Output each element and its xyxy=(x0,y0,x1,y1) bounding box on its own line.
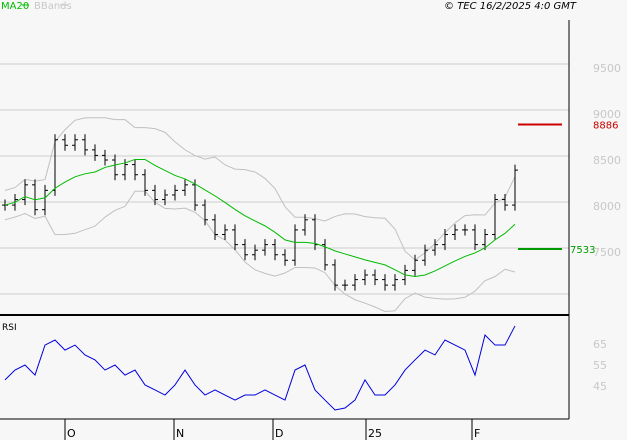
bband-upper xyxy=(4,117,516,261)
y-tick-label: 9500 xyxy=(593,62,621,75)
rsi-tick-label: 55 xyxy=(593,359,607,372)
legend-ma20: MA20 xyxy=(1,1,29,12)
y-tick-label: 7500 xyxy=(593,246,621,259)
y-tick-label: 8000 xyxy=(593,200,621,213)
y-tick-label: 9000 xyxy=(593,108,621,121)
resistance-label: 8886 xyxy=(593,120,618,131)
y-axis-ticks: 9500 9000 8500 8000 7500 65 55 45 xyxy=(593,62,621,393)
levels: 8886 7533 xyxy=(518,120,618,256)
x-tick-label: F xyxy=(474,427,480,440)
price-bars xyxy=(2,134,518,291)
rsi-title: RSI xyxy=(2,323,17,333)
legend-bbands: BBands xyxy=(34,1,72,12)
x-tick-label: D xyxy=(275,427,283,440)
x-axis-ticks: O N D 25 F xyxy=(64,419,480,440)
rsi-tick-label: 65 xyxy=(593,338,607,351)
x-tick-label: 25 xyxy=(368,427,382,440)
x-tick-label: O xyxy=(67,427,76,440)
rsi-line xyxy=(4,325,516,411)
support-label: 7533 xyxy=(570,245,595,256)
ma20-path xyxy=(4,158,516,277)
copyright: © TEC 16/2/2025 4:0 GMT xyxy=(444,1,577,12)
x-tick-label: N xyxy=(176,427,184,440)
bband-lower xyxy=(4,190,516,312)
rsi-path xyxy=(4,325,516,411)
ma20-line xyxy=(4,158,516,277)
y-tick-label: 8500 xyxy=(593,154,621,167)
bollinger-bands xyxy=(4,117,516,312)
rsi-tick-label: 45 xyxy=(593,380,607,393)
